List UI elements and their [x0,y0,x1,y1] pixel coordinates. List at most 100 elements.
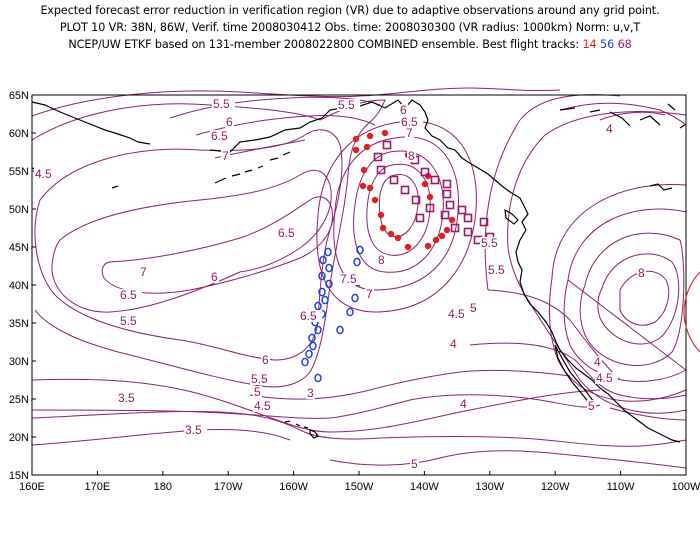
contour-label-bg [210,130,233,142]
contour-label-bg [250,373,273,385]
lat-label: 40N [9,280,29,292]
track-68-point [376,165,386,175]
contour-label: 5.5 [120,314,137,328]
track-14-point [360,166,368,174]
great-lakes-fragments [649,183,673,191]
contour-label: 3.5 [185,423,202,437]
verification-region-circle [683,271,700,353]
track-56-point [325,279,333,289]
track-14-point [381,129,389,137]
contour-label-bg [253,400,276,412]
contour-label-bg [449,338,458,350]
track-14-point [404,243,412,251]
contour-label-bg [34,168,57,180]
track-14-point [421,180,429,188]
contour-label-bg [253,386,262,398]
contour-label-bg [117,392,140,404]
contour-label-bg [593,356,602,368]
contour-label: 6 [400,103,407,117]
contour-label: 7 [366,287,373,301]
contour-label: 5 [411,457,418,471]
lat-label: 15N [9,470,29,482]
track-68-point [442,179,452,189]
contour-label: 4.5 [596,371,613,385]
track-56-point [325,263,333,273]
lon-label: 130W [475,481,504,493]
track-56-point [318,287,326,297]
contour-label: 4 [450,337,457,351]
track-68-point [463,227,473,237]
contour-label-bg [399,104,408,116]
contour-label-bg [637,267,646,279]
contour-6.5-east [563,208,687,382]
aleutians [214,151,291,184]
track-68-point [420,167,430,177]
lat-label: 50N [9,204,29,216]
contour-6.5-west [51,169,332,313]
contour-5-west [31,87,571,400]
contour-label: 7 [222,149,229,163]
contour-label-bg [377,254,386,266]
track-68-point [457,205,467,215]
contour-label: 6.5 [278,226,295,240]
track-56-point [308,333,316,343]
contour-7-west [101,196,334,294]
contour-label-bg [459,398,468,410]
track-14-point [352,135,360,143]
track-14-point [438,232,446,240]
contour-3.5-south [31,411,687,447]
contour-label: 6 [211,270,218,284]
contour-6.5-center [333,136,459,291]
contour-label-bg [212,98,235,110]
lat-label: 25N [9,394,29,406]
hudson-bay-fragments [559,103,687,129]
track-68-point [425,203,435,213]
track-68-point [382,140,392,150]
track-14-point [432,236,440,244]
track-68-point [389,175,399,185]
header-line-3-prefix: NCEP/UW ETKF based on 131-member 2008022… [68,38,583,51]
track-56-point [319,255,327,265]
contour-label: 8 [408,149,415,163]
header-line-3: NCEP/UW ETKF based on 131-member 2008022… [0,36,700,53]
contour-label-bg [139,266,148,278]
track-14-point [377,211,385,219]
track-14-point [394,234,402,242]
track-68-point [463,213,473,223]
contour-label-bg [410,458,419,470]
track-68-point [373,152,383,162]
contour-label: 5 [470,301,477,315]
lat-label: 30N [9,356,29,368]
track-56-point [314,325,322,335]
header-line-2: PLOT 10 VR: 38N, 86W, Verif. time 200803… [59,21,641,34]
contour-4-east [599,111,687,421]
lon-label: 160E [19,481,45,493]
track-56-point [318,271,326,281]
contour-label: 7 [406,126,413,140]
track-14-point [448,216,456,224]
track-56-point [314,373,322,383]
contour-label-bg [339,273,362,285]
track-56-point [321,295,329,305]
contour-label-bg [407,150,416,162]
contour-7-east [579,232,685,366]
lon-label: 160W [279,481,308,493]
contour-5.5-west [31,99,386,388]
contour-label: 5.5 [338,98,355,112]
lat-label: 45N [9,242,29,254]
lon-label: 110W [607,481,636,493]
track-56-point [351,293,359,303]
track-68-legend: 68 [617,38,632,51]
contour-label-bg [261,354,270,366]
contour-label-bg [605,123,614,135]
contour-label: 6.5 [300,309,317,323]
contour-label-bg [210,271,219,283]
track-68-point [479,217,489,227]
track-68-point [450,223,460,233]
hawaii-islands [284,420,319,439]
track-14-point [387,230,395,238]
contour-label: 8 [378,253,385,267]
contour-label-bg [306,387,315,399]
